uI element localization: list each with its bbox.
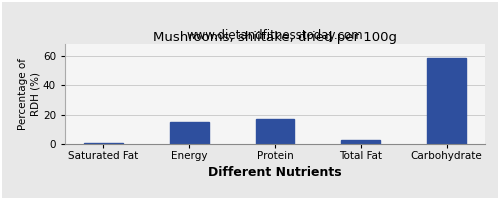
Bar bbox=[256, 119, 294, 144]
Bar bbox=[84, 143, 122, 144]
Text: www.dietandfitnesstoday.com: www.dietandfitnesstoday.com bbox=[186, 29, 364, 42]
X-axis label: Different Nutrients: Different Nutrients bbox=[208, 166, 342, 180]
Bar bbox=[428, 58, 466, 144]
Title: Mushrooms, shiitake, dried per 100g: Mushrooms, shiitake, dried per 100g bbox=[153, 31, 397, 44]
Bar bbox=[342, 140, 380, 144]
Bar bbox=[170, 122, 208, 144]
Y-axis label: Percentage of
RDH (%): Percentage of RDH (%) bbox=[18, 58, 40, 130]
